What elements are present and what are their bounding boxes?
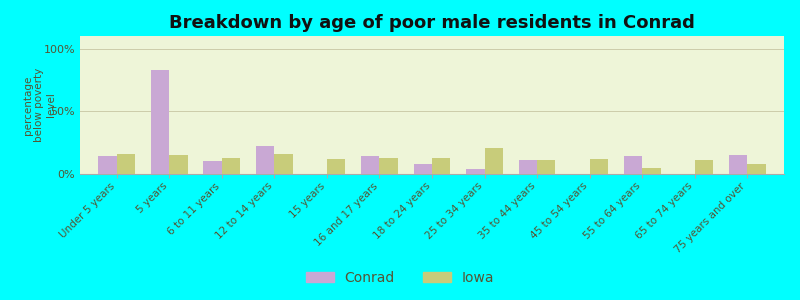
Bar — [729, 155, 747, 174]
Y-axis label: percentage
below poverty
level: percentage below poverty level — [22, 68, 56, 142]
Legend: Conrad, Iowa: Conrad, Iowa — [300, 265, 500, 290]
Bar — [414, 164, 432, 174]
Bar — [379, 158, 398, 174]
Bar — [747, 164, 766, 174]
Bar — [117, 154, 135, 174]
Bar — [151, 70, 170, 174]
Bar — [485, 148, 503, 174]
Bar — [590, 159, 608, 174]
Bar — [98, 156, 117, 174]
Bar — [361, 156, 379, 174]
Bar — [203, 161, 222, 174]
Bar — [624, 156, 642, 174]
Bar — [642, 168, 661, 174]
Bar — [432, 158, 450, 174]
Bar — [222, 158, 240, 174]
Bar — [694, 160, 713, 174]
Bar — [537, 160, 555, 174]
Bar — [466, 169, 485, 174]
Bar — [170, 155, 188, 174]
Bar — [518, 160, 537, 174]
Bar — [256, 146, 274, 174]
Bar — [327, 159, 346, 174]
Bar — [274, 154, 293, 174]
Title: Breakdown by age of poor male residents in Conrad: Breakdown by age of poor male residents … — [169, 14, 695, 32]
